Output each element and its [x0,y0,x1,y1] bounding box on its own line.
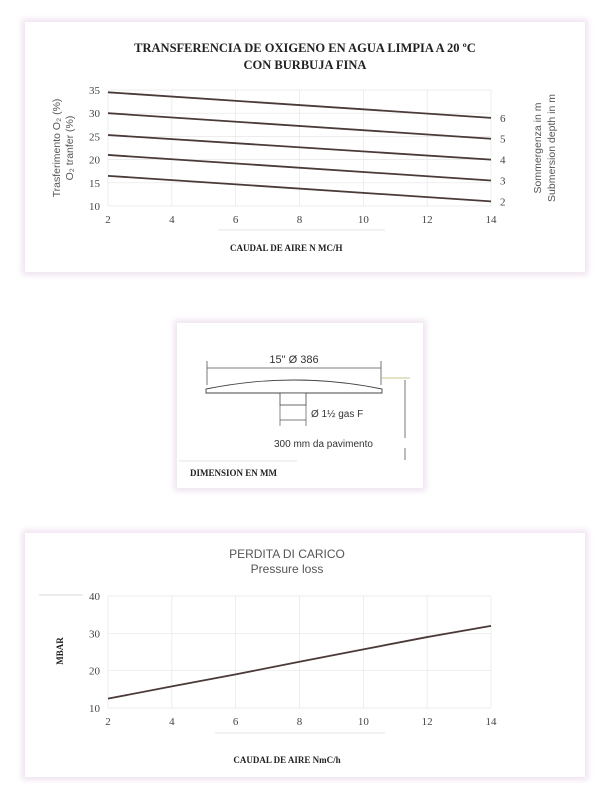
dimension-caption: DIMENSION EN MM [190,468,278,478]
x-axis-label: CAUDAL DE AIRE N MC/H [230,243,343,253]
series-depth-label: 5 [500,134,506,146]
series-line [107,174,492,203]
oxygen-transfer-chart-panel: TRANSFERENCIA DE OXIGENO EN AGUA LIMPIA … [25,22,585,272]
x-tick-label: 8 [297,214,303,226]
y-tick-label: 10 [89,201,101,213]
x-tick-label: 4 [169,716,175,728]
y-tick-label: 35 [89,85,101,97]
y-tick-label: 15 [89,178,101,190]
y2-axis-label: Sommergenza in m [532,102,544,193]
y-axis-label: Trasferimento O₂ (%) [51,99,63,198]
y2-axis-label: Submersion depth in m [546,94,558,202]
y-tick-label: 40 [89,591,101,603]
series-line [107,154,492,182]
x-tick-label: 12 [422,214,433,226]
series-depth-label: 6 [500,113,506,125]
diameter-label: 15" Ø 386 [269,354,318,366]
series-depth-label: 2 [500,196,506,208]
x-tick-label: 4 [169,214,175,226]
chart-subtitle: Pressure loss [251,562,324,576]
series-depth-label: 3 [500,175,506,187]
x-tick-label: 12 [422,716,433,728]
x-tick-label: 10 [358,214,370,226]
series-line [107,134,492,161]
connection-stub [279,392,307,406]
x-tick-label: 2 [105,716,111,728]
chart-title: TRANSFERENCIA DE OXIGENO EN AGUA LIMPIA … [134,41,476,55]
y-tick-label: 30 [89,628,101,640]
y-tick-label: 25 [89,131,101,143]
chart-subtitle: CON BURBUJA FINA [244,58,367,72]
x-tick-label: 14 [486,214,498,226]
y-tick-label: 10 [89,703,101,715]
series-depth-label: 4 [500,155,506,167]
y-tick-label: 20 [89,155,101,167]
series-line [107,91,492,119]
connection-label: Ø 1½ gas F [311,409,363,420]
y-tick-label: 20 [89,666,101,678]
oxygen-transfer-chart: TRANSFERENCIA DE OXIGENO EN AGUA LIMPIA … [51,41,558,253]
dimension-diagram-panel: 15" Ø 386 Ø 1½ gas F 300 mm da pavimento… [177,323,423,488]
y-axis-label: MBAR [55,637,65,665]
x-tick-label: 2 [105,214,111,226]
x-tick-label: 6 [233,214,239,226]
x-tick-label: 8 [297,716,303,728]
chart-title: PERDITA DI CARICO [229,547,345,561]
series-line [107,624,492,700]
x-tick-label: 6 [233,716,239,728]
series-line [107,112,492,140]
y-tick-label: 30 [89,108,101,120]
y-axis-label: O₂ tranfer (%) [64,116,76,181]
diffuser-dimension-diagram: 15" Ø 386 Ø 1½ gas F 300 mm da pavimento… [179,354,410,478]
height-label: 300 mm da pavimento [274,439,373,450]
diffuser-disc-shape [205,379,383,394]
pressure-loss-chart-panel: PERDITA DI CARICO Pressure loss 2 4 6 8 10 12 14… [25,533,585,777]
x-tick-label: 10 [358,716,370,728]
x-axis-label: CAUDAL DE AIRE NmC/h [233,755,340,765]
x-tick-label: 14 [486,716,498,728]
